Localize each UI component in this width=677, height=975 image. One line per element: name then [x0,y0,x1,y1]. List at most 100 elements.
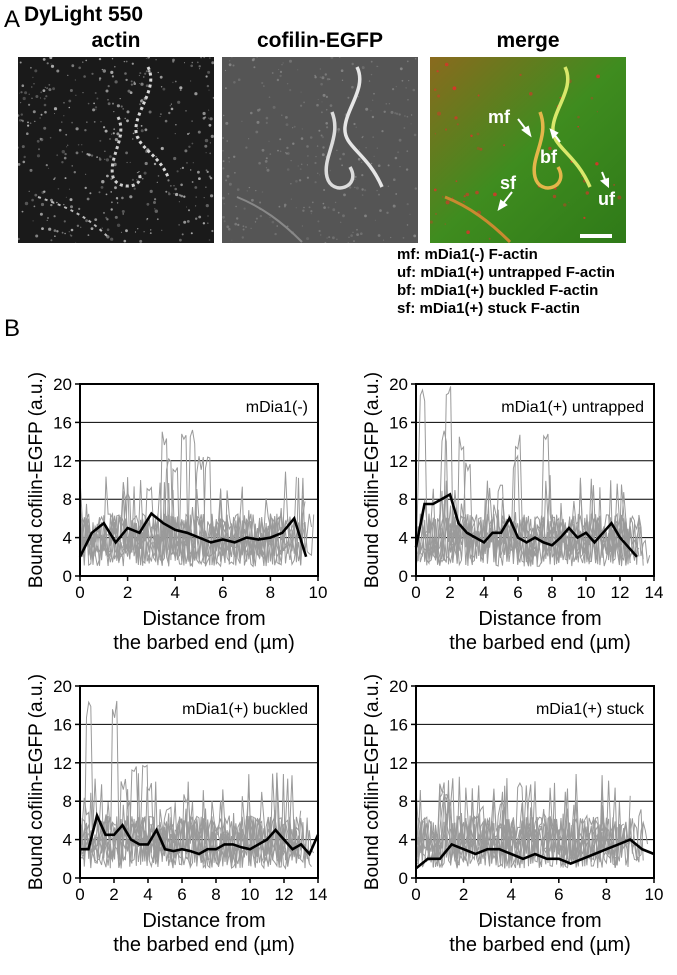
x-tick-label: 12 [275,885,294,904]
y-tick-label: 4 [63,831,72,850]
actin-title-line2: actin [91,29,141,52]
y-tick-label: 20 [389,677,408,696]
x-tick-label: 4 [479,583,488,602]
x-tick-label: 14 [309,885,328,904]
x-tick-label: 8 [266,583,275,602]
arrow-label-bf: bf [540,147,558,167]
x-tick-label: 0 [75,583,84,602]
y-tick-label: 8 [63,490,72,509]
y-tick-label: 12 [53,754,72,773]
legend-sf: sf: mDia1(+) stuck F-actin [397,300,580,317]
x-tick-label: 10 [645,885,664,904]
y-tick-label: 12 [53,452,72,471]
x-tick-label: 12 [611,583,630,602]
y-tick-label: 4 [63,529,72,548]
y-tick-label: 0 [63,869,72,888]
mean-trace [78,511,308,558]
y-tick-label: 20 [389,375,408,394]
individual-trace [79,774,302,870]
x-tick-label: 0 [411,885,420,904]
y-tick-label: 0 [63,567,72,586]
x-tick-label: 8 [547,583,556,602]
y-tick-label: 8 [63,792,72,811]
y-tick-label: 0 [399,869,408,888]
merge-title: merge [496,29,560,52]
y-tick-label: 8 [399,792,408,811]
y-tick-label: 4 [399,529,408,548]
x-axis-label: Distance from [478,608,601,630]
y-tick-label: 16 [53,413,72,432]
plot-frame [415,685,655,879]
chart-title: mDia1(+) stuck [536,701,645,718]
panel-a-letter: A [4,6,21,33]
x-tick-label: 4 [170,583,179,602]
x-tick-label: 0 [75,885,84,904]
x-tick-label: 4 [506,885,515,904]
x-tick-label: 6 [218,583,227,602]
arrow-label-mf: mf [488,107,511,127]
x-tick-label: 6 [513,583,522,602]
x-tick-label: 6 [554,885,563,904]
chart-mdia1-stuck: 0 4 8 12 16 20 0 2 4 6 8 10 mDia1(+) stuck Bound cofi… [362,674,664,956]
arrow-label-uf: uf [598,189,616,209]
plot-frame [79,383,319,577]
chart-mdia1-untrapped: 0 4 8 12 16 20 0 2 4 6 8 10 12 14 mDia1(+) untrapped Bo… [362,372,664,654]
x-tick-label: 6 [177,885,186,904]
individual-trace [415,434,640,567]
x-axis-label: the barbed end (µm) [113,934,295,956]
x-axis-label: the barbed end (µm) [449,934,631,956]
cofilin-micrograph [222,57,418,243]
chart-title: mDia1(+) buckled [182,701,308,718]
individual-trace [79,482,304,566]
actin-micrograph [18,57,214,243]
x-tick-label: 8 [211,885,220,904]
y-tick-label: 16 [389,715,408,734]
individual-trace [79,467,286,567]
x-tick-label: 10 [241,885,260,904]
y-tick-label: 12 [389,754,408,773]
x-tick-label: 4 [143,885,152,904]
y-tick-label: 20 [53,375,72,394]
y-tick-label: 8 [399,490,408,509]
legend-uf: uf: mDia1(+) untrapped F-actin [397,264,615,281]
y-tick-label: 20 [53,677,72,696]
merge-micrograph: mf bf sf uf [430,57,626,243]
y-tick-label: 4 [399,831,408,850]
y-axis-label: Bound cofilin-EGFP (a.u.) [26,674,47,890]
x-tick-label: 2 [445,583,454,602]
individual-trace [79,700,312,870]
chart-title: mDia1(-) [246,399,308,416]
actin-title-line1: DyLight 550 [24,3,144,26]
y-tick-label: 16 [389,413,408,432]
x-tick-label: 0 [411,583,420,602]
x-tick-label: 8 [602,885,611,904]
x-tick-label: 2 [123,583,132,602]
mean-trace [414,492,638,558]
mean-trace [415,838,655,870]
x-tick-label: 10 [309,583,328,602]
x-tick-label: 14 [645,583,664,602]
individual-trace [79,700,302,870]
y-tick-label: 0 [399,567,408,586]
legend-mf: mf: mDia1(-) F-actin [397,246,538,263]
plot-frame [415,383,655,577]
cofilin-title: cofilin-EGFP [257,29,383,52]
individual-trace [415,783,624,869]
y-tick-label: 12 [389,452,408,471]
individual-trace [415,430,631,567]
y-axis-label: Bound cofilin-EGFP (a.u.) [362,674,383,890]
x-axis-label: Distance from [142,910,265,932]
chart-mdia1-buckled: 0 4 8 12 16 20 0 2 4 6 8 10 12 14 mDia1(+) buckled Boun… [26,674,328,956]
legend-bf: bf: mDia1(+) buckled F-actin [397,282,599,299]
x-axis-label: the barbed end (µm) [449,632,631,654]
chart-title: mDia1(+) untrapped [501,399,644,416]
x-axis-label: Distance from [478,910,601,932]
y-axis-label: Bound cofilin-EGFP (a.u.) [362,372,383,588]
y-tick-label: 16 [53,715,72,734]
abbreviation-legend: mf: mDia1(-) F-actin uf: mDia1(+) untrap… [397,246,615,318]
mean-trace [80,811,320,857]
plot-frame [79,685,319,879]
panel-b-letter: B [4,315,21,342]
x-axis-label: the barbed end (µm) [113,632,295,654]
x-tick-label: 2 [109,885,118,904]
